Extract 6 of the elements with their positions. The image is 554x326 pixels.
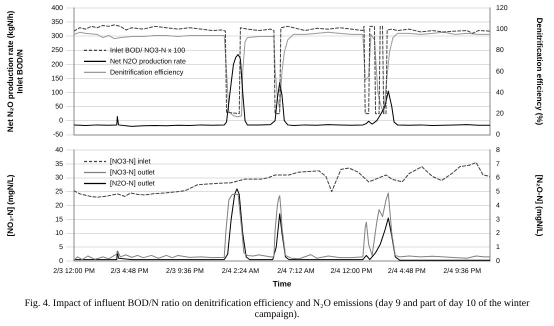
- y2-axis-title: Denitrification efficiency (%): [534, 18, 544, 126]
- caption: Fig. 4. Impact of influent BOD/N ratio on denitrification efficiency and N₂O emissions (day 9 and part of day 10 of the winter campaign).: [24, 298, 530, 320]
- y-axis-title: Net N₂O production rate (kgN/h) Inlet BOD/N: [6, 10, 25, 132]
- y-axis-title: [NO₃-N] (mgN/L): [6, 174, 16, 236]
- x-axis-title: Time: [272, 279, 292, 288]
- y2-axis-title: [N₂O-N] (mgN/L): [534, 174, 544, 237]
